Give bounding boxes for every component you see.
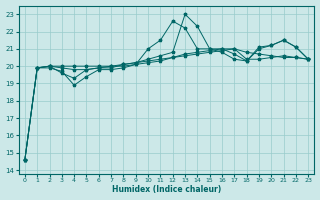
X-axis label: Humidex (Indice chaleur): Humidex (Indice chaleur) bbox=[112, 185, 221, 194]
